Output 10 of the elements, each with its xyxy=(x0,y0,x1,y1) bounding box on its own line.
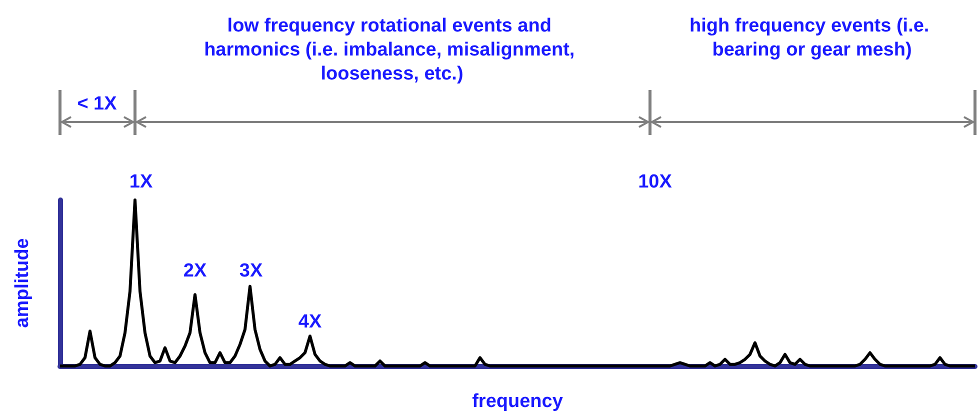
text: high frequency events (i.e. bearing or gear mesh) xyxy=(690,16,934,60)
text: 10X xyxy=(638,172,672,192)
text: 1X xyxy=(129,172,153,192)
x-axis-title: frequency xyxy=(472,391,564,412)
text: < 1X xyxy=(77,94,118,114)
annotation: 4X xyxy=(298,312,322,332)
annotation: 2X xyxy=(183,260,207,282)
annotation: 3X xyxy=(239,260,263,282)
y-axis-title: amplitude xyxy=(12,238,33,328)
text: low frequency rotational events and harmonics (i.e. imbalance, misalignment, looseness, etc.) xyxy=(204,16,580,84)
